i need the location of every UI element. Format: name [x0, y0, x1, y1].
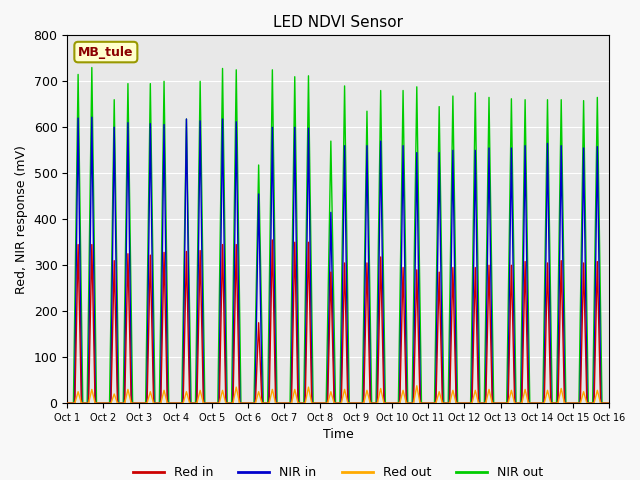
Title: LED NDVI Sensor: LED NDVI Sensor [273, 15, 403, 30]
Y-axis label: Red, NIR response (mV): Red, NIR response (mV) [15, 145, 28, 294]
Legend: Red in, NIR in, Red out, NIR out: Red in, NIR in, Red out, NIR out [127, 461, 548, 480]
X-axis label: Time: Time [323, 429, 353, 442]
Text: MB_tule: MB_tule [78, 46, 134, 59]
